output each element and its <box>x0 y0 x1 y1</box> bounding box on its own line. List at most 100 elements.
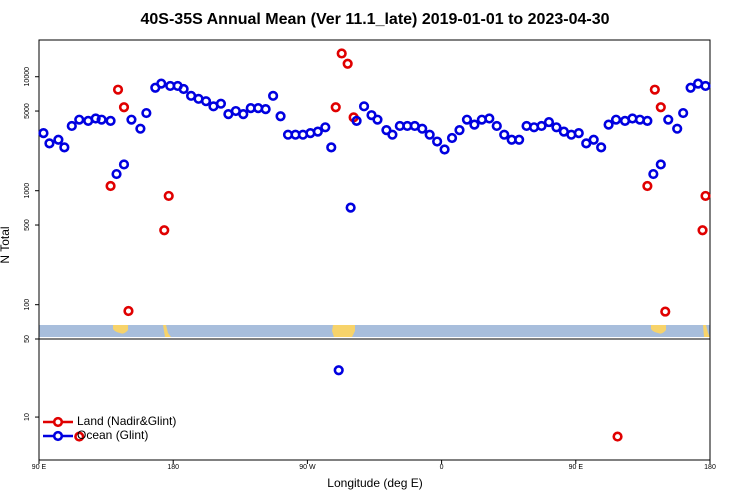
point <box>268 90 279 101</box>
point <box>596 142 607 153</box>
point <box>581 138 592 149</box>
point <box>543 116 555 128</box>
point <box>178 83 189 95</box>
upper-panel-frame <box>38 39 711 340</box>
point <box>66 120 77 132</box>
point <box>59 142 70 153</box>
point <box>351 115 362 126</box>
point <box>112 84 124 95</box>
point <box>74 114 85 125</box>
lower-panel-frame <box>38 338 711 461</box>
point <box>215 98 227 109</box>
point <box>424 129 435 140</box>
point <box>700 80 711 92</box>
point <box>358 101 370 112</box>
point <box>514 134 525 145</box>
point <box>439 144 450 155</box>
point <box>38 128 49 139</box>
point <box>53 134 64 145</box>
point <box>461 114 473 125</box>
point <box>90 113 101 124</box>
point <box>655 102 666 113</box>
point <box>551 122 562 133</box>
point <box>649 84 660 95</box>
point <box>320 122 331 133</box>
point <box>333 365 344 376</box>
point <box>469 119 480 130</box>
x-tick-label: 90 W <box>299 464 316 471</box>
point <box>610 114 622 125</box>
point <box>345 202 356 213</box>
point <box>156 78 167 89</box>
land-blob <box>703 325 710 337</box>
point <box>336 48 347 59</box>
point <box>312 126 323 137</box>
land-ocean-map <box>39 325 710 337</box>
point <box>105 180 116 192</box>
point <box>118 159 130 170</box>
land-blob <box>651 325 666 334</box>
y-tick-label: 500 <box>24 219 31 231</box>
point <box>330 102 341 113</box>
point <box>642 115 653 126</box>
x-tick-label: 180 <box>704 464 716 471</box>
point <box>648 168 659 180</box>
point <box>326 142 337 153</box>
x-tick-label: 180 <box>167 464 179 471</box>
point <box>123 305 134 317</box>
point <box>672 123 683 134</box>
point <box>484 113 495 124</box>
point <box>446 132 458 144</box>
point <box>387 129 398 140</box>
legend-marker <box>52 430 64 442</box>
point <box>588 134 599 145</box>
ocean-strip <box>39 325 710 337</box>
point <box>126 114 137 125</box>
land-blob <box>113 325 128 334</box>
y-tick-label: 10 <box>24 413 31 421</box>
point <box>603 119 614 130</box>
point <box>454 125 465 136</box>
x-tick-label: 90 E <box>569 464 584 471</box>
point <box>573 128 584 139</box>
land-blob <box>332 325 355 337</box>
y-tick-label: 10000 <box>24 67 31 87</box>
y-tick-label: 50 <box>24 335 31 343</box>
point <box>74 431 85 442</box>
point <box>417 123 428 134</box>
x-tick-label: 90 E <box>32 464 47 471</box>
y-tick-label: 5000 <box>24 103 31 119</box>
point <box>238 109 249 120</box>
point <box>491 120 502 132</box>
point <box>111 168 122 180</box>
point <box>655 159 666 170</box>
point <box>432 136 443 147</box>
point <box>697 225 708 236</box>
point <box>685 82 696 93</box>
x-tick-label: 0 <box>440 464 444 471</box>
land-blob <box>163 325 171 337</box>
point <box>105 115 116 126</box>
y-axis-label: N Total <box>0 226 12 263</box>
x-axis-label: Longitude (deg E) <box>327 476 422 490</box>
point <box>118 102 130 113</box>
point <box>260 103 271 115</box>
point <box>660 306 671 317</box>
point <box>163 190 174 202</box>
point <box>141 107 152 119</box>
point <box>663 114 674 125</box>
point <box>678 107 689 119</box>
legend-label: Ocean (Glint) <box>77 428 148 442</box>
point <box>96 114 107 125</box>
point <box>44 138 55 149</box>
point <box>499 129 510 140</box>
legend-marker <box>52 416 64 428</box>
point <box>536 120 547 132</box>
point <box>200 96 212 107</box>
point <box>135 123 146 134</box>
point <box>700 190 711 202</box>
point <box>642 180 653 192</box>
y-tick-label: 1000 <box>24 183 31 199</box>
y-tick-label: 100 <box>24 299 31 311</box>
